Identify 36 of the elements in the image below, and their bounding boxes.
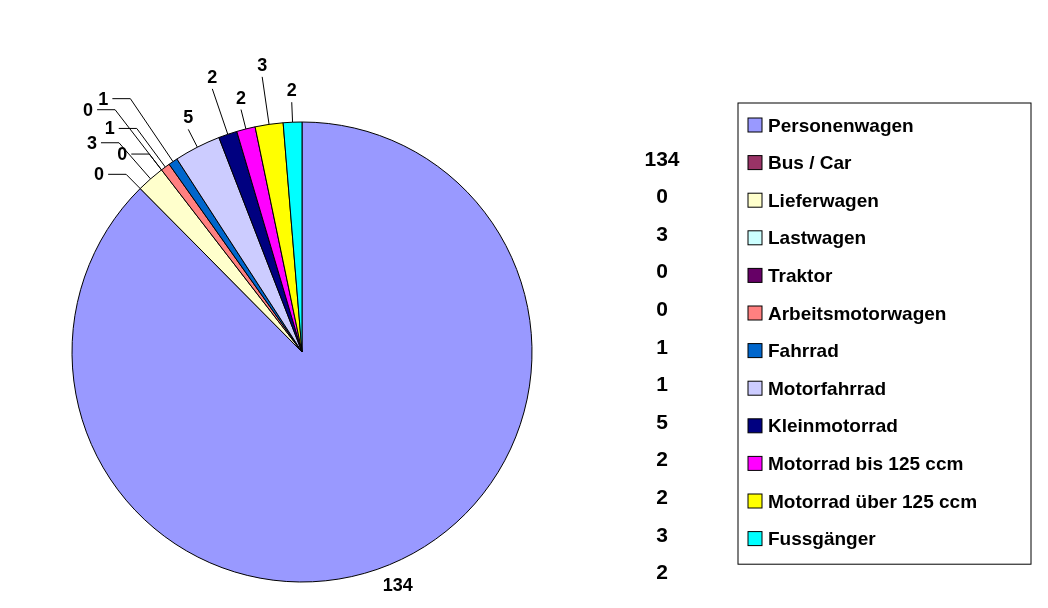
text: 0 xyxy=(656,184,668,208)
legend-label: Lastwagen xyxy=(768,227,867,249)
text: 0 xyxy=(117,144,128,165)
text: 3 xyxy=(656,522,668,546)
text: 2 xyxy=(656,484,668,508)
legend-label: Traktor xyxy=(768,264,834,286)
data-label: 1 xyxy=(98,88,109,109)
text: 1 xyxy=(656,372,669,396)
legend-label: Motorrad über 125 ccm xyxy=(768,490,978,512)
text: 3 xyxy=(656,221,668,245)
data-label: 3 xyxy=(86,132,97,153)
legend-label: Fahrrad xyxy=(768,340,839,362)
data-label: 2 xyxy=(286,80,297,101)
data-label: 2 xyxy=(236,87,247,108)
text: 134 xyxy=(644,146,680,170)
legend-label: Motorrad bis 125 ccm xyxy=(768,452,964,474)
legend-label: Fussgänger xyxy=(768,528,877,550)
text: 0 xyxy=(94,164,105,185)
data-label: 1 xyxy=(104,118,115,139)
text: 0 xyxy=(656,259,668,283)
data-label: 3 xyxy=(257,54,268,75)
data-label: 5 xyxy=(183,107,194,128)
text: 2 xyxy=(656,447,668,471)
text: 0 xyxy=(656,296,668,320)
data-label: 2 xyxy=(207,66,218,87)
text: 2 xyxy=(656,560,668,584)
legend-label: Motorfahrrad xyxy=(768,377,887,399)
legend-label: Arbeitsmotorwagen xyxy=(768,302,947,324)
legend-label: Lieferwagen xyxy=(768,189,879,211)
legend-label: Kleinmotorrad xyxy=(768,415,898,437)
legend-label: Personenwagen xyxy=(768,114,914,136)
text: 5 xyxy=(656,409,669,433)
legend-label: Bus / Car xyxy=(768,152,853,174)
text: 0 xyxy=(83,99,94,120)
data-label: 134 xyxy=(382,575,413,596)
text: 1 xyxy=(656,334,669,358)
